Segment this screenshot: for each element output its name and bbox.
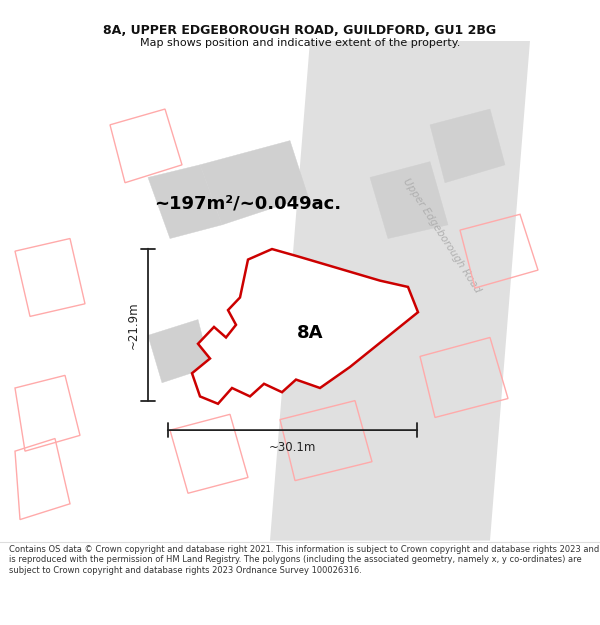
Polygon shape [200,141,308,225]
Text: ~197m²/~0.049ac.: ~197m²/~0.049ac. [154,195,341,212]
Polygon shape [192,249,418,404]
Polygon shape [148,319,210,382]
Polygon shape [430,109,505,182]
Text: 8A, UPPER EDGEBOROUGH ROAD, GUILDFORD, GU1 2BG: 8A, UPPER EDGEBOROUGH ROAD, GUILDFORD, G… [103,24,497,37]
Text: 8A: 8A [297,324,323,342]
Polygon shape [270,41,530,541]
Text: Upper Edgeborough Road: Upper Edgeborough Road [401,176,483,294]
Text: Map shows position and indicative extent of the property.: Map shows position and indicative extent… [140,38,460,48]
Polygon shape [260,309,345,381]
Polygon shape [148,165,222,239]
Text: ~21.9m: ~21.9m [127,301,140,349]
Text: ~30.1m: ~30.1m [269,441,316,454]
Text: Contains OS data © Crown copyright and database right 2021. This information is : Contains OS data © Crown copyright and d… [9,545,599,575]
Polygon shape [370,162,448,239]
